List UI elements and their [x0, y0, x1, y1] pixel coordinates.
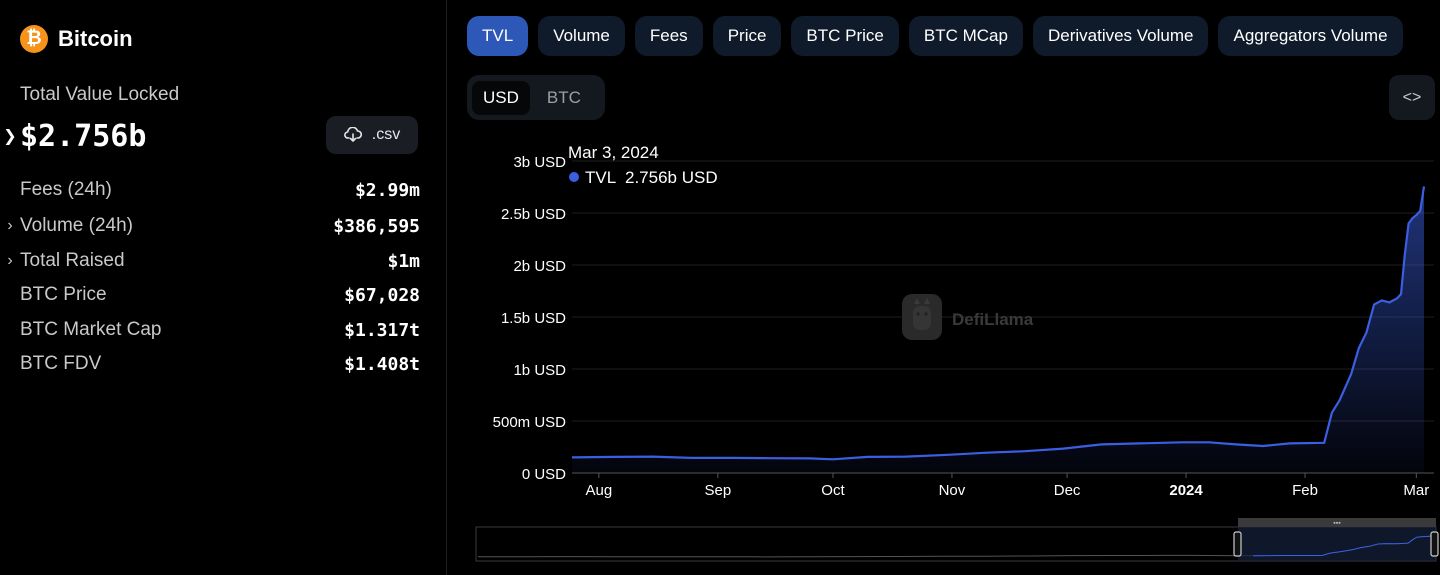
- chart-tooltip: Mar 3, 2024 TVL 2.756b USD: [568, 143, 718, 187]
- tvl-area: [572, 186, 1424, 473]
- y-tick-label: 3b USD: [513, 154, 566, 171]
- y-tick-label: 0 USD: [522, 466, 566, 483]
- tvl-row[interactable]: ❯ $2.756b .csv: [0, 114, 430, 158]
- tab-tvl[interactable]: TVL: [467, 16, 529, 56]
- drag-grip-icon: ▪▪▪: [1333, 520, 1341, 527]
- bitcoin-icon: ₿: [20, 25, 48, 53]
- stat-volume-24h[interactable]: › Volume (24h) $386,595: [0, 211, 420, 241]
- stat-fees-24h: Fees (24h) $2.99m: [0, 175, 420, 205]
- tab-derivatives-volume[interactable]: Derivatives Volume: [1032, 16, 1209, 56]
- stat-label: BTC Price: [20, 284, 107, 305]
- x-tick-label: Nov: [939, 482, 966, 499]
- zoom-slider-left-handle[interactable]: [1233, 531, 1242, 557]
- tab-btc-price[interactable]: BTC Price: [791, 16, 899, 56]
- stat-value: $386,595: [333, 215, 420, 237]
- zoom-slider-drag-bar[interactable]: [1238, 518, 1436, 527]
- y-tick-label: 2.5b USD: [501, 206, 566, 223]
- stat-label: BTC FDV: [20, 353, 102, 374]
- stat-label: Fees (24h): [20, 179, 112, 200]
- download-csv-button[interactable]: .csv: [326, 116, 418, 154]
- protocol-name: Bitcoin: [58, 26, 133, 51]
- y-tick-label: 1.5b USD: [501, 310, 566, 327]
- watermark-text: DefiLlama: [952, 310, 1034, 329]
- chart-watermark: DefiLlama: [902, 294, 1034, 340]
- embed-button[interactable]: <>: [1389, 75, 1435, 120]
- currency-option-usd[interactable]: USD: [472, 80, 530, 115]
- currency-toggle: USD BTC: [467, 75, 605, 120]
- y-tick-label: 1b USD: [513, 362, 566, 379]
- y-tick-label: 2b USD: [513, 258, 566, 275]
- chart-gridlines: [572, 160, 1434, 474]
- csv-label: .csv: [371, 126, 401, 143]
- tooltip-series-dot: [569, 172, 579, 182]
- tab-fees[interactable]: Fees: [634, 16, 703, 56]
- tooltip-value: 2.756b USD: [625, 168, 718, 187]
- zoom-slider-selected-preview: [1253, 533, 1435, 557]
- tab-btc-mcap[interactable]: BTC MCap: [908, 16, 1023, 56]
- chevron-right-icon[interactable]: ›: [7, 252, 13, 269]
- chevron-right-icon[interactable]: ❯: [3, 128, 17, 145]
- download-cloud-icon: [343, 127, 362, 142]
- stat-value: $2.99m: [354, 179, 420, 201]
- x-tick-label: Mar: [1403, 482, 1429, 499]
- x-tick-label: Sep: [704, 482, 731, 499]
- tvl-value: $2.756b: [20, 118, 147, 154]
- stat-label: Total Raised: [20, 250, 125, 271]
- tvl-label: Total Value Locked: [20, 84, 180, 105]
- stat-value: $1m: [387, 250, 420, 272]
- tooltip-series-name: TVL: [585, 168, 616, 187]
- stat-label: Volume (24h): [20, 215, 134, 236]
- x-tick-label: Dec: [1054, 482, 1081, 499]
- code-brackets-icon: <>: [1402, 88, 1422, 106]
- stat-value: $1.317t: [344, 319, 420, 341]
- stat-label: BTC Market Cap: [20, 319, 162, 340]
- stat-total-raised[interactable]: › Total Raised $1m: [0, 246, 420, 276]
- chart-metric-tabs: TVL Volume Fees Price BTC Price BTC MCap…: [467, 16, 1403, 56]
- stat-btc-fdv: BTC FDV $1.408t: [0, 349, 420, 379]
- stat-btc-market-cap: BTC Market Cap $1.317t: [0, 315, 420, 345]
- tab-aggregators-volume[interactable]: Aggregators Volume: [1218, 16, 1403, 56]
- x-tick-label: Feb: [1292, 482, 1318, 499]
- x-tick-label: Oct: [821, 482, 845, 499]
- currency-option-btc[interactable]: BTC: [546, 87, 581, 107]
- protocol-summary-panel: ₿ Bitcoin Total Value Locked ❯ $2.756b .…: [0, 0, 447, 575]
- chart-zoom-slider[interactable]: ▪▪▪: [475, 518, 1439, 562]
- stat-value: $1.408t: [344, 353, 420, 375]
- chevron-right-icon[interactable]: ›: [7, 217, 13, 234]
- y-axis: 0 USD 500m USD 1b USD 1.5b USD 2b USD 2.5b US…: [493, 154, 567, 483]
- stat-value: $67,028: [344, 284, 420, 306]
- tab-volume[interactable]: Volume: [538, 16, 625, 56]
- y-tick-label: 500m USD: [493, 414, 567, 431]
- tab-price[interactable]: Price: [712, 16, 782, 56]
- x-tick-label: 2024: [1169, 482, 1203, 499]
- zoom-slider-right-handle[interactable]: [1430, 531, 1439, 557]
- stat-btc-price: BTC Price $67,028: [0, 280, 420, 310]
- tooltip-date: Mar 3, 2024: [568, 143, 659, 162]
- x-tick-label: Aug: [586, 482, 613, 499]
- tvl-line: [571, 186, 1426, 461]
- defillama-logo-icon: [902, 294, 942, 340]
- tvl-chart[interactable]: 0 USD 500m USD 1b USD 1.5b USD 2b USD 2.5b US…: [470, 140, 1440, 575]
- x-axis: Aug Sep Oct Nov Dec 2024 Feb Mar: [586, 473, 1429, 499]
- protocol-header: ₿ Bitcoin: [20, 25, 133, 53]
